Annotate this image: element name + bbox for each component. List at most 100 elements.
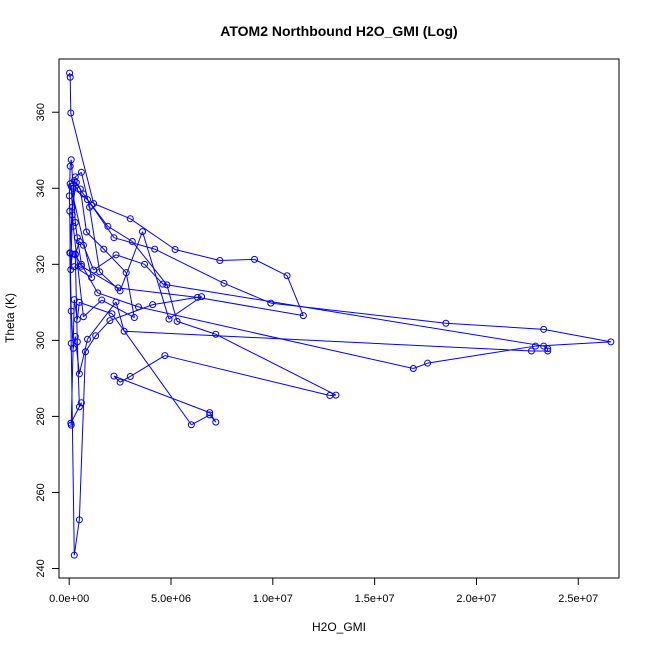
series-line-segment xyxy=(119,376,131,383)
series-line-segment xyxy=(164,355,330,396)
series-line-segment xyxy=(286,275,304,316)
series-line-segment xyxy=(113,375,210,414)
data-point xyxy=(126,372,134,380)
data-point xyxy=(532,342,540,350)
data-point xyxy=(69,222,77,230)
series-line-segment xyxy=(117,287,198,298)
data-point xyxy=(96,268,104,276)
data-point xyxy=(66,162,74,170)
data-point xyxy=(90,199,98,207)
data-point xyxy=(212,418,220,426)
data-point xyxy=(75,403,83,411)
data-point xyxy=(70,551,78,559)
series-line-segment xyxy=(209,414,217,423)
data-point xyxy=(267,299,275,307)
data-point xyxy=(126,215,134,223)
series-line-segment xyxy=(73,519,80,556)
series-line-segment xyxy=(176,320,216,335)
data-point xyxy=(75,370,83,378)
data-point xyxy=(110,372,118,380)
data-point xyxy=(84,196,92,204)
y-tick-label: 320 xyxy=(35,255,47,273)
data-point xyxy=(70,263,78,271)
data-point xyxy=(106,317,114,325)
y-tick-label: 300 xyxy=(35,331,47,349)
data-point xyxy=(92,332,100,340)
series-line-segment xyxy=(223,282,271,304)
series-line-segment xyxy=(76,237,82,265)
series-line-segment xyxy=(138,306,414,369)
series-line-segment xyxy=(101,299,135,318)
series-line-segment xyxy=(543,328,611,343)
series-line-segment xyxy=(129,218,176,250)
series-line-segment xyxy=(75,182,81,190)
data-point xyxy=(82,228,90,236)
data-point xyxy=(112,251,120,259)
series-line-segment xyxy=(70,186,74,227)
data-point xyxy=(79,313,87,321)
series-line-segment xyxy=(109,304,153,322)
data-point xyxy=(283,272,291,280)
series-line-segment xyxy=(113,375,121,383)
series-line-segment xyxy=(197,296,304,317)
y-tick-label: 240 xyxy=(35,559,47,577)
data-point xyxy=(544,345,552,353)
series-line-segment xyxy=(86,231,105,250)
series-line-segment xyxy=(72,226,84,317)
series-layer xyxy=(65,69,615,559)
series-line-segment xyxy=(78,339,88,374)
series-line-segment xyxy=(413,362,428,369)
series-line-segment xyxy=(83,299,103,318)
data-point xyxy=(198,293,206,301)
series-line-segment xyxy=(70,343,75,556)
y-axis-label: Theta (K) xyxy=(3,293,17,343)
data-point xyxy=(67,339,75,347)
data-point xyxy=(66,69,74,77)
data-point xyxy=(88,274,96,282)
series-line-segment xyxy=(427,345,536,364)
data-point xyxy=(220,279,228,287)
data-point xyxy=(409,364,417,372)
data-point xyxy=(424,359,432,367)
data-point xyxy=(67,109,75,117)
series-line-segment xyxy=(72,176,76,189)
data-point xyxy=(130,314,138,322)
data-point xyxy=(544,347,552,355)
data-point xyxy=(607,338,615,346)
series-line-segment xyxy=(69,183,93,278)
data-point xyxy=(76,185,84,193)
data-point xyxy=(81,348,89,356)
series-line-segment xyxy=(69,252,72,344)
data-point xyxy=(165,315,173,323)
y-tick-label: 260 xyxy=(35,483,47,501)
x-tick-label: 1.0e+07 xyxy=(253,593,293,605)
series-line-segment xyxy=(130,355,166,377)
data-point xyxy=(112,298,120,306)
data-point xyxy=(120,327,128,335)
x-tick-label: 2.5e+07 xyxy=(558,593,598,605)
data-point xyxy=(134,303,142,311)
series-line-segment xyxy=(70,311,74,349)
data-point xyxy=(141,260,149,268)
series-line-segment xyxy=(103,248,127,274)
data-point xyxy=(527,347,535,355)
data-point xyxy=(79,241,87,249)
series-line-segment xyxy=(93,203,131,220)
series-line-segment xyxy=(142,231,170,320)
data-point xyxy=(67,307,75,315)
data-point xyxy=(67,419,75,427)
series-line-segment xyxy=(219,258,255,262)
series-line-segment xyxy=(76,341,80,407)
series-line-segment xyxy=(154,248,225,284)
data-point xyxy=(122,269,130,277)
data-point xyxy=(100,245,108,253)
data-point xyxy=(206,411,214,419)
series-line-segment xyxy=(445,322,544,330)
y-tick-label: 280 xyxy=(35,407,47,425)
chart-title: ATOM2 Northbound H2O_GMI (Log) xyxy=(220,23,457,39)
data-point xyxy=(79,190,87,198)
data-point xyxy=(108,310,116,318)
series-line-segment xyxy=(78,351,86,520)
x-axis: 0.0e+00 5.0e+06 1.0e+07 1.5e+07 2.0e+07 2.5e+… xyxy=(49,577,598,605)
data-point xyxy=(104,222,112,230)
